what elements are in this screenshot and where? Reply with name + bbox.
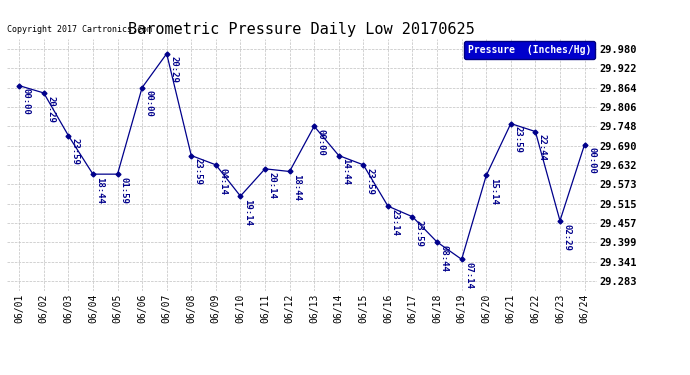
Text: 20:29: 20:29 <box>169 57 178 83</box>
Text: 23:59: 23:59 <box>71 138 80 165</box>
Text: 23:59: 23:59 <box>415 219 424 246</box>
Text: 07:14: 07:14 <box>464 262 473 289</box>
Text: 22:44: 22:44 <box>538 134 547 161</box>
Text: 18:44: 18:44 <box>95 177 104 204</box>
Text: 14:44: 14:44 <box>341 158 351 185</box>
Title: Barometric Pressure Daily Low 20170625: Barometric Pressure Daily Low 20170625 <box>128 22 475 37</box>
Text: 23:59: 23:59 <box>513 126 522 153</box>
Text: 00:00: 00:00 <box>21 88 30 115</box>
Text: 18:44: 18:44 <box>292 174 301 201</box>
Legend: Pressure  (Inches/Hg): Pressure (Inches/Hg) <box>464 41 595 59</box>
Text: 23:59: 23:59 <box>194 158 203 185</box>
Text: 00:00: 00:00 <box>587 147 596 174</box>
Text: 15:14: 15:14 <box>489 178 497 205</box>
Text: 00:00: 00:00 <box>317 129 326 156</box>
Text: 23:14: 23:14 <box>391 209 400 236</box>
Text: Copyright 2017 Cartronics.com: Copyright 2017 Cartronics.com <box>7 26 152 34</box>
Text: 08:44: 08:44 <box>440 245 449 272</box>
Text: 02:29: 02:29 <box>562 224 571 251</box>
Text: 20:14: 20:14 <box>268 172 277 198</box>
Text: 20:29: 20:29 <box>46 96 55 123</box>
Text: 01:59: 01:59 <box>120 177 129 204</box>
Text: 04:14: 04:14 <box>218 168 227 195</box>
Text: 19:14: 19:14 <box>243 199 252 226</box>
Text: 00:00: 00:00 <box>144 90 154 117</box>
Text: 23:59: 23:59 <box>366 168 375 195</box>
